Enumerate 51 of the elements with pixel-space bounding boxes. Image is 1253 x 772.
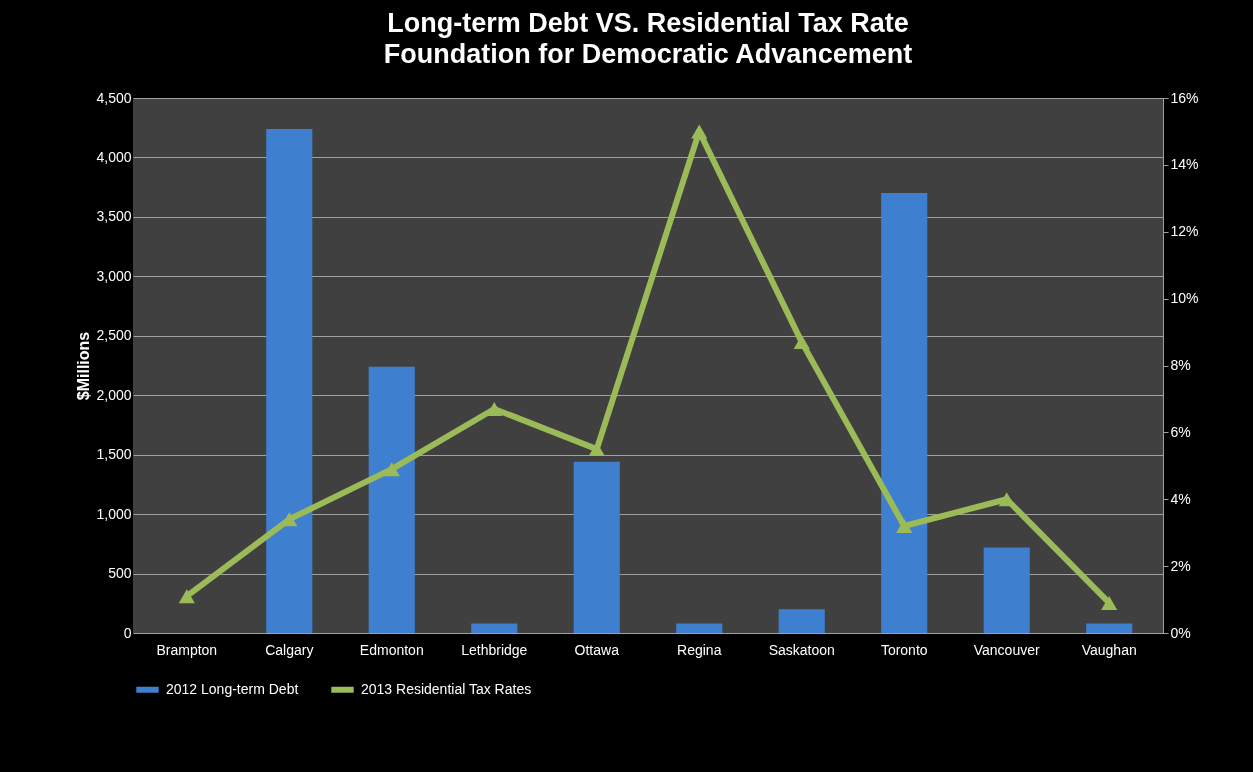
point xyxy=(178,589,195,604)
y2-tick-label: 6% xyxy=(1170,423,1191,440)
bar xyxy=(881,193,928,633)
x-tick-label: Edmonton xyxy=(359,641,424,658)
bar xyxy=(1086,623,1133,633)
chart-subtitle: Foundation for Democratic Advancement xyxy=(383,39,913,69)
y2-tick-label: 14% xyxy=(1170,156,1199,173)
bar xyxy=(368,366,415,633)
point xyxy=(486,401,503,416)
y2-tick-label: 2% xyxy=(1170,557,1191,574)
y-tick-label: 4,500 xyxy=(96,89,132,106)
bar xyxy=(676,623,723,633)
x-tick-label: Brampton xyxy=(156,641,218,658)
y-tick-label: 2,000 xyxy=(96,386,132,403)
y2-tick-label: 16% xyxy=(1170,89,1199,106)
y-tick-label: 3,000 xyxy=(96,267,132,284)
y-tick-label: 0 xyxy=(123,624,132,641)
y2-tick-label: 12% xyxy=(1170,223,1199,240)
point xyxy=(896,519,913,533)
bar xyxy=(471,623,518,633)
y-axis-title: $Millions xyxy=(75,331,93,401)
point xyxy=(1101,595,1118,610)
point xyxy=(793,335,810,350)
x-tick-label: Regina xyxy=(677,641,722,658)
y2-tick-label: 10% xyxy=(1170,290,1199,307)
bar xyxy=(266,128,313,633)
y2-tick-label: 8% xyxy=(1170,357,1191,373)
y-tick-label: 3,500 xyxy=(96,208,132,225)
x-tick-label: Vancouver xyxy=(973,641,1040,658)
point xyxy=(588,442,605,457)
y2-tick-label: 0% xyxy=(1170,624,1191,641)
y-tick-label: 500 xyxy=(108,565,132,582)
x-tick-label: Saskatoon xyxy=(768,641,835,658)
legend-label: 2013 Residential Tax Rates xyxy=(361,680,532,697)
bar xyxy=(983,547,1030,633)
x-tick-label: Vaughan xyxy=(1081,641,1137,658)
chart-title: Long-term Debt VS. Residential Tax Rate xyxy=(387,8,909,38)
x-tick-label: Lethbridge xyxy=(461,641,528,658)
y-tick-label: 1,000 xyxy=(96,505,132,522)
x-tick-label: Ottawa xyxy=(574,641,620,658)
y-tick-label: 4,000 xyxy=(96,148,132,165)
y-tick-label: 2,500 xyxy=(96,327,132,344)
bar xyxy=(573,461,620,633)
point xyxy=(383,462,400,477)
x-tick-label: Calgary xyxy=(265,641,314,658)
bar xyxy=(778,609,825,633)
x-tick-label: Toronto xyxy=(880,641,928,658)
legend-label: 2012 Long-term Debt xyxy=(166,680,299,697)
point xyxy=(691,124,708,139)
y2-tick-label: 4% xyxy=(1170,490,1191,507)
y-tick-label: 1,500 xyxy=(96,446,132,463)
